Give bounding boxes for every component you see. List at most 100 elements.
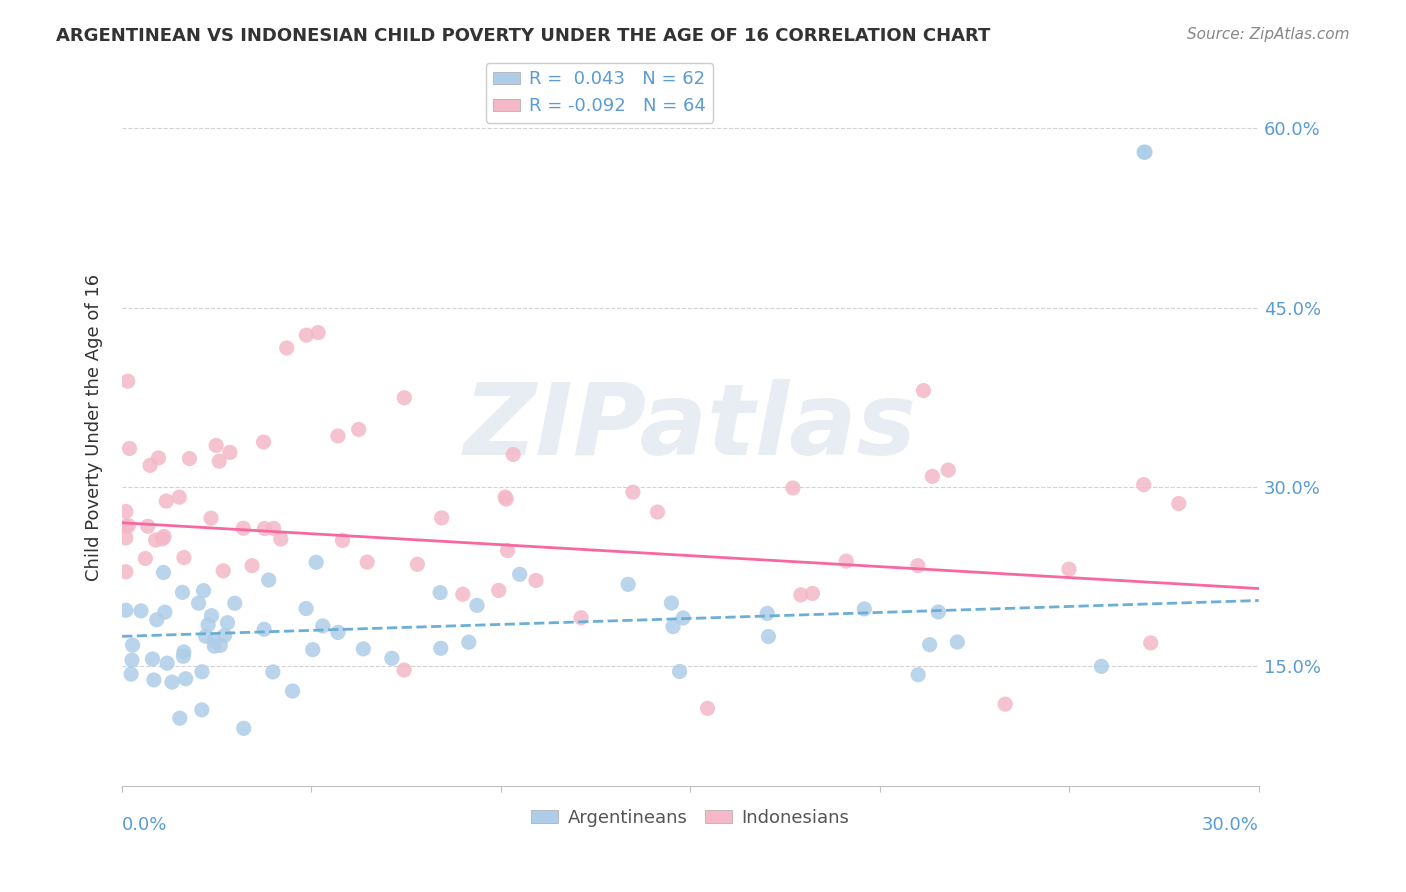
Point: [169, 711, 191, 725]
Point: [118, 442, 141, 456]
Point: [918, 638, 941, 652]
Point: [496, 543, 519, 558]
Point: [1090, 659, 1112, 673]
Point: [1139, 636, 1161, 650]
Point: [142, 673, 165, 687]
Point: [121, 653, 143, 667]
Text: 0.0%: 0.0%: [122, 815, 167, 834]
Point: [191, 665, 214, 679]
Point: [153, 605, 176, 619]
Point: [134, 551, 156, 566]
Point: [224, 596, 246, 610]
Point: [209, 638, 232, 652]
Point: [187, 596, 209, 610]
Text: Source: ZipAtlas.com: Source: ZipAtlas.com: [1187, 27, 1350, 42]
Point: [202, 639, 225, 653]
Point: [1133, 145, 1156, 160]
Point: [494, 490, 516, 504]
Point: [202, 634, 225, 648]
Point: [907, 558, 929, 573]
Point: [392, 663, 415, 677]
Point: [174, 672, 197, 686]
Point: [197, 617, 219, 632]
Point: [509, 567, 531, 582]
Point: [276, 341, 298, 355]
Y-axis label: Child Poverty Under the Age of 16: Child Poverty Under the Age of 16: [86, 274, 103, 581]
Point: [270, 532, 292, 546]
Point: [782, 481, 804, 495]
Point: [152, 532, 174, 546]
Point: [347, 422, 370, 436]
Point: [356, 555, 378, 569]
Point: [406, 558, 429, 572]
Point: [194, 629, 217, 643]
Point: [430, 511, 453, 525]
Point: [1132, 477, 1154, 491]
Point: [307, 326, 329, 340]
Point: [457, 635, 479, 649]
Point: [326, 625, 349, 640]
Point: [115, 504, 138, 518]
Point: [524, 574, 547, 588]
Point: [219, 445, 242, 459]
Point: [152, 566, 174, 580]
Point: [668, 665, 690, 679]
Point: [117, 518, 139, 533]
Point: [946, 635, 969, 649]
Point: [495, 491, 517, 506]
Text: ZIPatlas: ZIPatlas: [464, 378, 917, 475]
Point: [301, 642, 323, 657]
Point: [205, 438, 228, 452]
Text: ARGENTINEAN VS INDONESIAN CHILD POVERTY UNDER THE AGE OF 16 CORRELATION CHART: ARGENTINEAN VS INDONESIAN CHILD POVERTY …: [56, 27, 991, 45]
Point: [1133, 145, 1156, 160]
Point: [672, 611, 695, 625]
Point: [139, 458, 162, 473]
Point: [252, 435, 274, 450]
Point: [191, 703, 214, 717]
Point: [232, 722, 254, 736]
Point: [136, 519, 159, 533]
Point: [312, 619, 335, 633]
Point: [921, 469, 943, 483]
Point: [172, 585, 194, 599]
Point: [155, 494, 177, 508]
Point: [257, 573, 280, 587]
Point: [647, 505, 669, 519]
Point: [835, 554, 858, 568]
Point: [661, 596, 683, 610]
Point: [262, 665, 284, 679]
Point: [756, 607, 779, 621]
Point: [120, 667, 142, 681]
Point: [326, 429, 349, 443]
Point: [758, 630, 780, 644]
Point: [790, 588, 813, 602]
Point: [240, 558, 263, 573]
Point: [451, 587, 474, 601]
Point: [502, 448, 524, 462]
Point: [465, 599, 488, 613]
Point: [200, 511, 222, 525]
Point: [145, 613, 167, 627]
Point: [148, 450, 170, 465]
Point: [169, 490, 191, 504]
Point: [173, 645, 195, 659]
Point: [1167, 497, 1189, 511]
Point: [212, 564, 235, 578]
Text: 30.0%: 30.0%: [1202, 815, 1258, 834]
Point: [145, 533, 167, 547]
Point: [263, 521, 285, 535]
Point: [160, 675, 183, 690]
Point: [295, 601, 318, 615]
Point: [117, 374, 139, 388]
Point: [214, 628, 236, 642]
Point: [305, 555, 328, 569]
Point: [200, 608, 222, 623]
Point: [927, 605, 949, 619]
Point: [156, 656, 179, 670]
Point: [394, 391, 416, 405]
Point: [621, 485, 644, 500]
Point: [569, 611, 592, 625]
Point: [115, 565, 138, 579]
Point: [936, 463, 959, 477]
Point: [253, 622, 276, 636]
